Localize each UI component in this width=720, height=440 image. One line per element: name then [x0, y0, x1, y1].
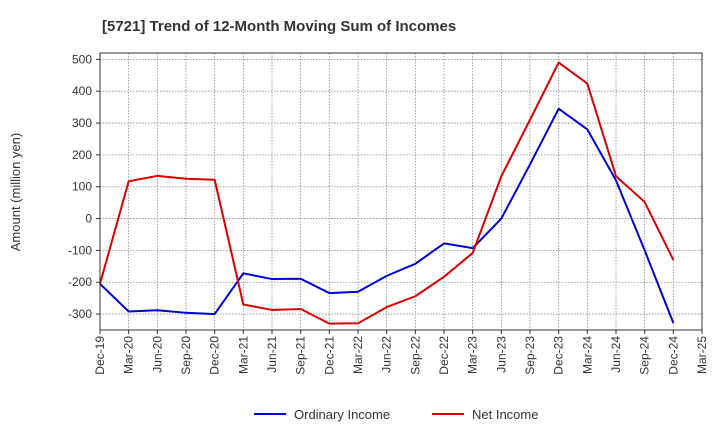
x-tick-label: Mar-23	[466, 336, 480, 374]
y-tick-label: 400	[72, 84, 92, 98]
y-tick-label: 100	[72, 180, 92, 194]
x-tick-label: Mar-25	[695, 336, 709, 374]
x-tick-label: Mar-22	[351, 336, 365, 374]
x-tick-label: Sep-22	[408, 336, 422, 375]
x-tick-label: Sep-24	[638, 336, 652, 375]
x-tick-label: Jun-24	[609, 336, 623, 373]
y-tick-label: -300	[68, 307, 92, 321]
x-tick-label: Dec-22	[437, 336, 451, 375]
x-tick-label: Jun-22	[380, 336, 394, 373]
y-tick-label: -100	[68, 243, 92, 257]
y-tick-label: -200	[68, 275, 92, 289]
x-tick-label: Jun-23	[494, 336, 508, 373]
x-tick-label: Dec-23	[552, 336, 566, 375]
x-tick-label: Dec-20	[208, 336, 222, 375]
x-axis-ticks: Dec-19 Mar-20 Jun-20 Sep-20 Dec-20 Mar-21 Jun-…	[93, 330, 709, 375]
x-tick-label: Dec-19	[93, 336, 107, 375]
x-tick-label: Sep-23	[523, 336, 537, 375]
x-tick-label: Jun-21	[265, 336, 279, 373]
legend-label: Net Income	[472, 407, 538, 422]
legend: Ordinary Income Net Income	[254, 407, 538, 422]
x-tick-label: Jun-20	[150, 336, 164, 373]
chart-title: [5721] Trend of 12-Month Moving Sum of I…	[102, 18, 456, 35]
x-tick-label: Mar-20	[122, 336, 136, 374]
y-tick-label: 300	[72, 116, 92, 130]
y-axis-label: Amount (million yen)	[8, 133, 23, 252]
y-tick-label: 200	[72, 148, 92, 162]
x-tick-label: Dec-24	[666, 336, 680, 375]
y-tick-label: 500	[72, 52, 92, 66]
y-axis-ticks: 500 400 300 200 100 0 -100 -200 -300	[68, 52, 100, 321]
plot-area-border	[99, 52, 703, 331]
x-tick-label: Sep-20	[179, 336, 193, 375]
x-tick-label: Mar-21	[236, 336, 250, 374]
x-tick-label: Sep-21	[294, 336, 308, 375]
grid	[100, 53, 702, 330]
legend-label: Ordinary Income	[294, 407, 390, 422]
y-tick-label: 0	[85, 212, 92, 226]
x-tick-label: Dec-21	[322, 336, 336, 375]
x-tick-label: Mar-24	[580, 336, 594, 374]
